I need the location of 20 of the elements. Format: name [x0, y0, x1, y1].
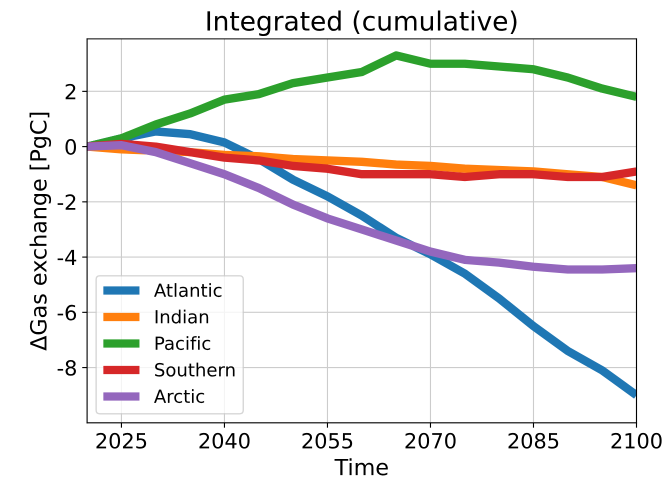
- x-tick-label: 2040: [199, 432, 250, 449]
- y-tick-label: -8: [58, 360, 76, 376]
- legend-label: Southern: [155, 362, 235, 377]
- x-tick-label: 2055: [302, 432, 352, 449]
- y-tick-label: 2: [66, 84, 76, 100]
- y-tick-label: -2: [58, 194, 76, 210]
- legend-label: Atlantic: [154, 283, 222, 298]
- x-tick-label: 2100: [612, 432, 662, 449]
- x-tick-label: 2070: [405, 432, 456, 449]
- x-tick-label: 2085: [508, 432, 558, 449]
- y-tick-label: -6: [58, 304, 76, 321]
- chart-title: Integrated (cumulative): [207, 10, 516, 36]
- y-tick-label: 0: [65, 139, 76, 155]
- y-axis-title: ΔGas exchange [PgC]: [30, 112, 52, 351]
- x-axis-title: Time: [334, 458, 388, 476]
- legend-label: Indian: [156, 310, 208, 324]
- legend-label: Pacific: [156, 336, 210, 350]
- x-tick-label: 2025: [96, 432, 146, 449]
- legend-label: Arctic: [154, 389, 204, 404]
- y-tick-label: -4: [58, 250, 76, 266]
